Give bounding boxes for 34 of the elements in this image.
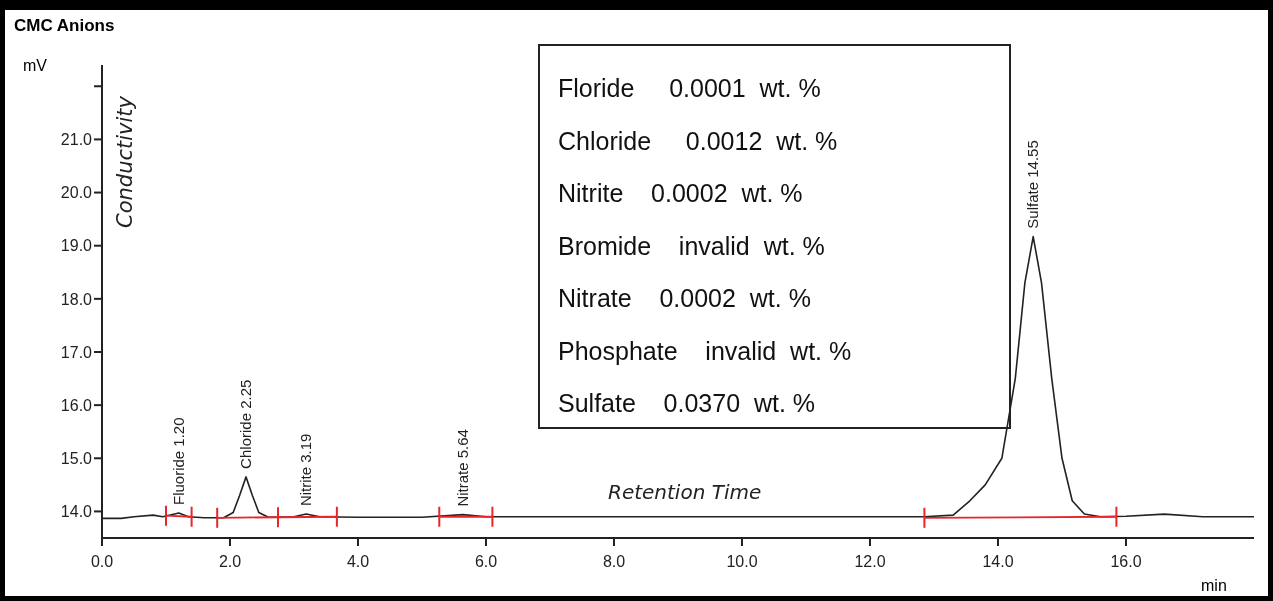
annotation: Chloride 2.25 — [237, 379, 254, 469]
x-tick-label: 2.0 — [218, 553, 242, 571]
x-tick-label: 16.0 — [1110, 553, 1142, 571]
annotation: Nitrate 0.0002 wt. % — [558, 283, 812, 314]
x-tick-label: 12.0 — [854, 553, 886, 571]
annotation: Chloride 0.0012 wt. % — [558, 125, 839, 157]
annotation: Phosphate invalid wt. % — [558, 335, 853, 367]
y-tick-label: 16.0 — [60, 396, 93, 414]
annotation: Bromide invalid wt. % — [558, 230, 826, 262]
annotation: Fluoride 1.20 — [169, 417, 187, 506]
x-tick-label: 14.0 — [982, 553, 1014, 571]
y-tick-label: 19.0 — [60, 237, 93, 255]
annotation: Nitrite 0.0002 wt. % — [558, 178, 804, 209]
y-tick-label: 14.0 — [60, 503, 93, 521]
x-tick-label: 8.0 — [602, 553, 626, 571]
annotation: Conductivity — [113, 96, 137, 228]
x-tick-label: 6.0 — [474, 553, 498, 571]
y-axis-title: mV — [23, 57, 47, 75]
y-tick-label: 18.0 — [60, 290, 93, 308]
chart-title: CMC Anions — [14, 16, 115, 36]
x-tick-label: 4.0 — [346, 553, 370, 571]
x-axis-title: min — [1201, 577, 1227, 595]
annotation: Nitrate 5.64 — [453, 429, 471, 507]
y-tick-label: 17.0 — [60, 343, 93, 361]
y-tick-label: 21.0 — [60, 131, 93, 149]
annotation: Sulfate 14.55 — [1024, 140, 1042, 229]
annotation: Nitrite 3.19 — [297, 433, 315, 507]
annotation: Retention Time — [608, 480, 762, 504]
y-tick-label: 20.0 — [60, 184, 93, 202]
annotation: Sulfate 0.0370 wt. % — [558, 388, 817, 419]
annotation: Floride 0.0001 wt. % — [558, 73, 822, 104]
x-tick-label: 10.0 — [726, 553, 758, 571]
y-tick-label: 15.0 — [60, 449, 93, 467]
x-tick-label: 0.0 — [90, 553, 114, 571]
